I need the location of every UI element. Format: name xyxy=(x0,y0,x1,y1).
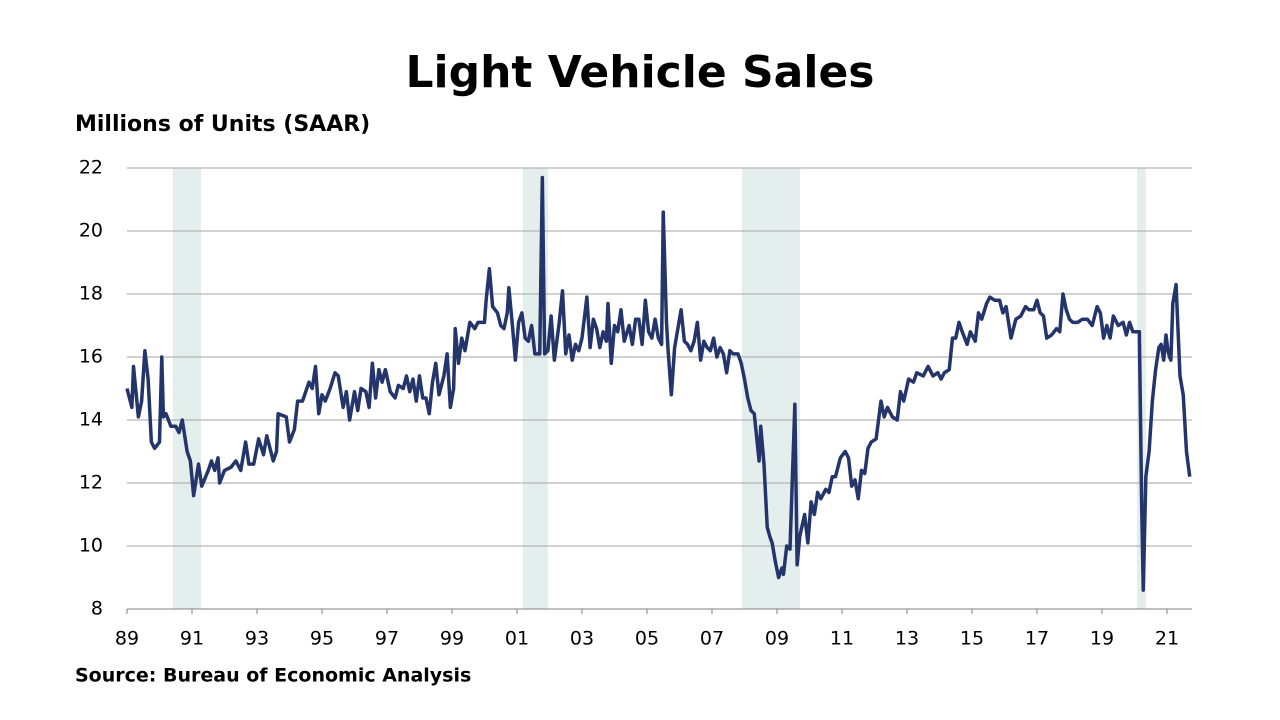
x-tick-label: 89 xyxy=(115,628,139,650)
x-tick-label: 21 xyxy=(1155,628,1179,650)
x-tick-label: 01 xyxy=(505,628,529,650)
x-tick-label: 99 xyxy=(440,628,464,650)
x-tick-label: 95 xyxy=(310,628,334,650)
x-tick-label: 07 xyxy=(700,628,724,650)
x-tick-label: 03 xyxy=(570,628,594,650)
y-tick-label: 10 xyxy=(79,535,103,557)
series-line xyxy=(125,175,1192,592)
x-tick-label: 17 xyxy=(1025,628,1049,650)
y-tick-label: 14 xyxy=(79,409,103,431)
recession-band xyxy=(172,168,202,609)
x-tick-label: 91 xyxy=(180,628,204,650)
plot-area: 8 10 12 14 16 18 20 22 89 91 93 95 97 99 01 03 05 07 09 11 1… xyxy=(79,157,1192,650)
x-tick-label: 05 xyxy=(635,628,659,650)
y-tick-label: 16 xyxy=(79,346,103,368)
y-axis-title: Millions of Units (SAAR) xyxy=(75,112,370,137)
x-tick-label: 13 xyxy=(895,628,919,650)
x-tick-label: 19 xyxy=(1090,628,1114,650)
y-tick-label: 12 xyxy=(79,472,103,494)
chart-title: Light Vehicle Sales xyxy=(405,47,874,98)
y-tick-label: 18 xyxy=(79,283,103,305)
source-note: Source: Bureau of Economic Analysis xyxy=(75,665,471,687)
x-tick-label: 93 xyxy=(245,628,269,650)
x-tick-label: 15 xyxy=(960,628,984,650)
y-tick-label: 20 xyxy=(79,220,103,242)
y-tick-label: 22 xyxy=(79,157,103,179)
x-tick-label: 97 xyxy=(375,628,399,650)
x-tick-label: 09 xyxy=(765,628,789,650)
x-tick-label: 11 xyxy=(830,628,854,650)
y-tick-label: 8 xyxy=(91,598,103,620)
